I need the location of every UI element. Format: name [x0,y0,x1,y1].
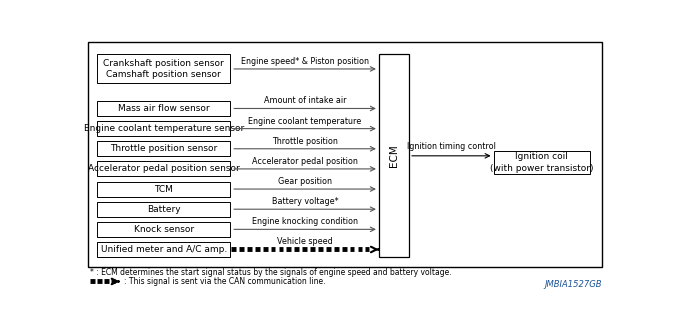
Text: JMBIA1527GB: JMBIA1527GB [544,280,602,289]
Text: Vehicle speed: Vehicle speed [277,237,333,247]
Text: Engine speed* & Piston position: Engine speed* & Piston position [241,57,369,66]
Bar [97,161,230,177]
Text: Ignition timing control: Ignition timing control [407,142,496,151]
Bar [493,151,590,174]
Text: Battery: Battery [147,205,180,214]
Text: Mass air flow sensor: Mass air flow sensor [118,104,209,113]
Bar [97,202,230,217]
Text: Battery voltage*: Battery voltage* [272,197,339,206]
Text: Crankshaft position sensor
Camshaft position sensor: Crankshaft position sensor Camshaft posi… [103,59,224,79]
Bar [88,42,602,267]
Text: Accelerator pedal position: Accelerator pedal position [252,157,358,166]
Bar [97,121,230,136]
Text: Ignition coil
(with power transistor): Ignition coil (with power transistor) [490,152,594,173]
Bar [97,222,230,237]
Text: Engine knocking condition: Engine knocking condition [252,217,358,226]
Text: Engine coolant temperature sensor: Engine coolant temperature sensor [83,124,244,133]
Text: ECM: ECM [389,144,399,167]
Bar [97,54,230,83]
Text: Amount of intake air: Amount of intake air [264,96,347,106]
Text: : This signal is sent via the CAN communication line.: : This signal is sent via the CAN commun… [124,277,325,286]
Bar [97,141,230,156]
Text: Accelerator pedal position sensor: Accelerator pedal position sensor [87,164,240,173]
Bar [97,101,230,116]
Text: TCM: TCM [154,184,173,194]
Bar [97,242,230,257]
Text: Throttle position sensor: Throttle position sensor [110,144,217,153]
Text: Gear position: Gear position [278,177,332,186]
Text: Unified meter and A/C amp.: Unified meter and A/C amp. [100,245,227,254]
Text: Engine coolant temperature: Engine coolant temperature [248,117,361,126]
Bar [97,181,230,197]
Text: Throttle position: Throttle position [272,137,338,146]
Bar [379,54,409,257]
Text: * : ECM determines the start signal status by the signals of engine speed and ba: * : ECM determines the start signal stat… [90,268,452,277]
Text: Knock sensor: Knock sensor [134,225,194,234]
